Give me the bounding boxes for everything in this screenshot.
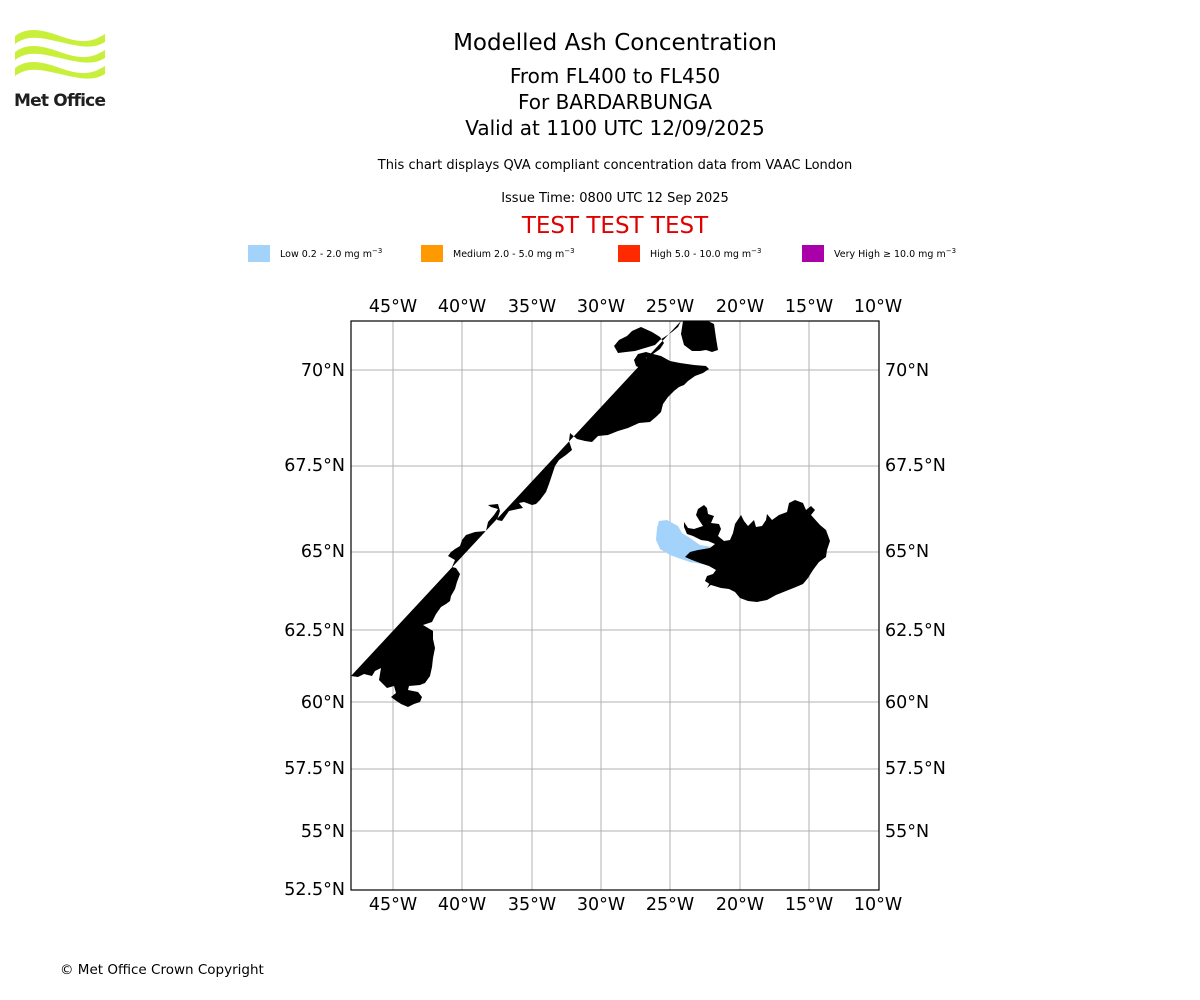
lat-label-right-65n: 65°N <box>885 542 929 562</box>
concentration-legend: Low 0.2 - 2.0 mg m−3 Medium 2.0 - 5.0 mg… <box>0 244 1200 264</box>
legend-label-high: High 5.0 - 10.0 mg m−3 <box>650 247 762 261</box>
lat-label-left-70n: 70°N <box>301 361 345 381</box>
flight-level-range: From FL400 to FL450 <box>509 64 721 88</box>
lat-labels-left: 70°N 67.5°N 65°N 62.5°N 60°N 57.5°N 55°N… <box>284 361 345 900</box>
lon-labels-bottom: 45°W 40°W 35°W 30°W 25°W 20°W 15°W 10°W <box>369 895 902 915</box>
lat-label-right-60n: 60°N <box>885 693 929 713</box>
lon-label-top-25w: 25°W <box>646 297 694 317</box>
lat-label-left-65n: 65°N <box>301 542 345 562</box>
lon-label-bottom-45w: 45°W <box>369 895 417 915</box>
logo-waves-icon <box>15 30 105 79</box>
chart-description: This chart displays QVA compliant concen… <box>377 158 853 173</box>
coastline-iceland-peninsula <box>707 572 718 588</box>
copyright-notice: © Met Office Crown Copyright <box>60 962 264 978</box>
lat-label-left-60n: 60°N <box>301 693 345 713</box>
lat-label-left-52-5n: 52.5°N <box>284 880 345 900</box>
lat-label-right-67-5n: 67.5°N <box>885 456 946 476</box>
lon-label-bottom-25w: 25°W <box>646 895 694 915</box>
lon-label-top-40w: 40°W <box>438 297 486 317</box>
volcano-marker-icon <box>764 545 785 566</box>
lon-label-top-20w: 20°W <box>716 297 764 317</box>
lat-label-right-70n: 70°N <box>885 361 929 381</box>
lon-label-bottom-15w: 15°W <box>785 895 833 915</box>
lat-label-right-55n: 55°N <box>885 822 929 842</box>
lat-label-right-62-5n: 62.5°N <box>885 621 946 641</box>
issue-time: Issue Time: 0800 UTC 12 Sep 2025 <box>501 191 729 206</box>
lon-label-bottom-30w: 30°W <box>577 895 625 915</box>
lon-label-bottom-10w: 10°W <box>854 895 902 915</box>
met-office-logo: Met Office <box>14 30 114 114</box>
lon-label-bottom-35w: 35°W <box>508 895 556 915</box>
lon-label-top-10w: 10°W <box>854 297 902 317</box>
valid-time: Valid at 1100 UTC 12/09/2025 <box>465 116 765 140</box>
lon-label-top-35w: 35°W <box>508 297 556 317</box>
coastline-greenland <box>351 321 709 707</box>
volcano-name: For BARDARBUNGA <box>517 90 713 114</box>
logo-text: Met Office <box>14 91 106 111</box>
legend-swatch-very-high <box>802 245 824 262</box>
coastline-greenland-north <box>681 321 718 352</box>
lon-labels-top: 45°W 40°W 35°W 30°W 25°W 20°W 15°W 10°W <box>369 297 902 317</box>
map-gridlines <box>351 321 879 890</box>
lat-label-left-62-5n: 62.5°N <box>284 621 345 641</box>
legend-swatch-medium <box>421 245 443 262</box>
lat-labels-right: 70°N 67.5°N 65°N 62.5°N 60°N 57.5°N 55°N <box>885 361 946 842</box>
legend-swatch-high <box>618 245 640 262</box>
legend-label-medium: Medium 2.0 - 5.0 mg m−3 <box>453 247 575 261</box>
legend-label-very-high: Very High ≥ 10.0 mg m−3 <box>834 247 957 261</box>
lon-label-bottom-20w: 20°W <box>716 895 764 915</box>
lon-label-top-45w: 45°W <box>369 297 417 317</box>
map-frame <box>350 320 880 891</box>
lon-label-bottom-40w: 40°W <box>438 895 486 915</box>
lat-label-left-55n: 55°N <box>301 822 345 842</box>
lon-label-top-30w: 30°W <box>577 297 625 317</box>
legend-label-low: Low 0.2 - 2.0 mg m−3 <box>280 247 383 261</box>
test-banner: TEST TEST TEST <box>521 213 709 239</box>
lon-label-top-15w: 15°W <box>785 297 833 317</box>
coastline-iceland <box>684 500 830 602</box>
lat-label-right-57-5n: 57.5°N <box>885 759 946 779</box>
lat-label-left-67-5n: 67.5°N <box>284 456 345 476</box>
legend-swatch-low <box>248 245 270 262</box>
lat-label-left-57-5n: 57.5°N <box>284 759 345 779</box>
chart-title: Modelled Ash Concentration <box>453 30 777 56</box>
